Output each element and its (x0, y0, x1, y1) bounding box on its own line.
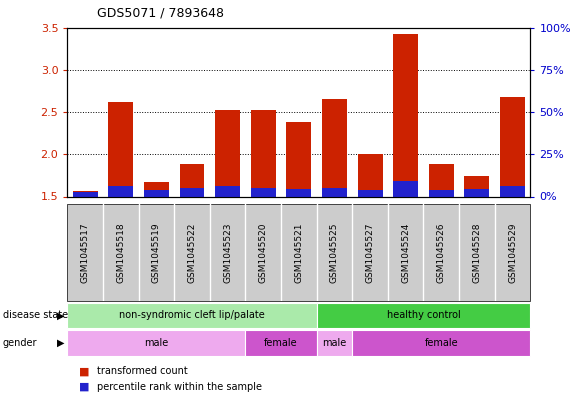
Bar (429, 164, 454, 196)
Bar (108, 102, 133, 196)
Bar (287, 122, 311, 196)
Text: male: male (322, 338, 346, 348)
Bar (322, 99, 347, 196)
Text: GSM1045523: GSM1045523 (223, 222, 232, 283)
Bar (393, 181, 418, 196)
Bar (73, 191, 98, 196)
Text: disease state: disease state (3, 310, 68, 320)
Text: female: female (264, 338, 298, 348)
Text: GSM1045525: GSM1045525 (330, 222, 339, 283)
Text: GSM1045522: GSM1045522 (188, 222, 196, 283)
Text: GSM1045520: GSM1045520 (259, 222, 268, 283)
Text: ■: ■ (79, 366, 90, 376)
Text: gender: gender (3, 338, 38, 348)
Bar (144, 182, 169, 196)
Text: percentile rank within the sample: percentile rank within the sample (97, 382, 262, 392)
Bar (144, 190, 169, 196)
Bar (465, 189, 489, 196)
Bar (316, 303, 530, 328)
Text: GSM1045518: GSM1045518 (116, 222, 125, 283)
Text: GSM1045527: GSM1045527 (366, 222, 374, 283)
Text: healthy control: healthy control (387, 310, 461, 320)
Bar (215, 110, 240, 196)
Bar (179, 188, 205, 196)
Bar (500, 97, 525, 196)
Bar (251, 110, 276, 196)
Bar (287, 189, 311, 196)
Bar (73, 192, 98, 196)
Bar (215, 185, 240, 196)
Bar (316, 330, 352, 356)
Text: GSM1045528: GSM1045528 (472, 222, 482, 283)
Text: GSM1045521: GSM1045521 (294, 222, 304, 283)
Bar (429, 190, 454, 196)
Text: GSM1045529: GSM1045529 (508, 222, 517, 283)
Bar (393, 34, 418, 197)
Bar (322, 188, 347, 196)
Text: GSM1045517: GSM1045517 (81, 222, 90, 283)
Bar (179, 164, 205, 196)
Text: non-syndromic cleft lip/palate: non-syndromic cleft lip/palate (119, 310, 265, 320)
Text: transformed count: transformed count (97, 366, 188, 376)
Bar (465, 176, 489, 196)
Bar (67, 204, 530, 301)
Bar (357, 190, 383, 196)
Bar (108, 186, 133, 196)
Text: GSM1045526: GSM1045526 (437, 222, 446, 283)
Bar (357, 154, 383, 196)
Bar (67, 330, 246, 356)
Text: ▶: ▶ (57, 310, 64, 320)
Text: GSM1045519: GSM1045519 (152, 222, 161, 283)
Bar (67, 303, 316, 328)
Text: female: female (424, 338, 458, 348)
Text: male: male (144, 338, 169, 348)
Text: GSM1045524: GSM1045524 (401, 222, 410, 283)
Bar (500, 186, 525, 196)
Text: ▶: ▶ (57, 338, 64, 348)
Bar (246, 330, 316, 356)
Text: GDS5071 / 7893648: GDS5071 / 7893648 (97, 7, 224, 20)
Bar (352, 330, 530, 356)
Bar (251, 188, 276, 196)
Text: ■: ■ (79, 382, 90, 392)
